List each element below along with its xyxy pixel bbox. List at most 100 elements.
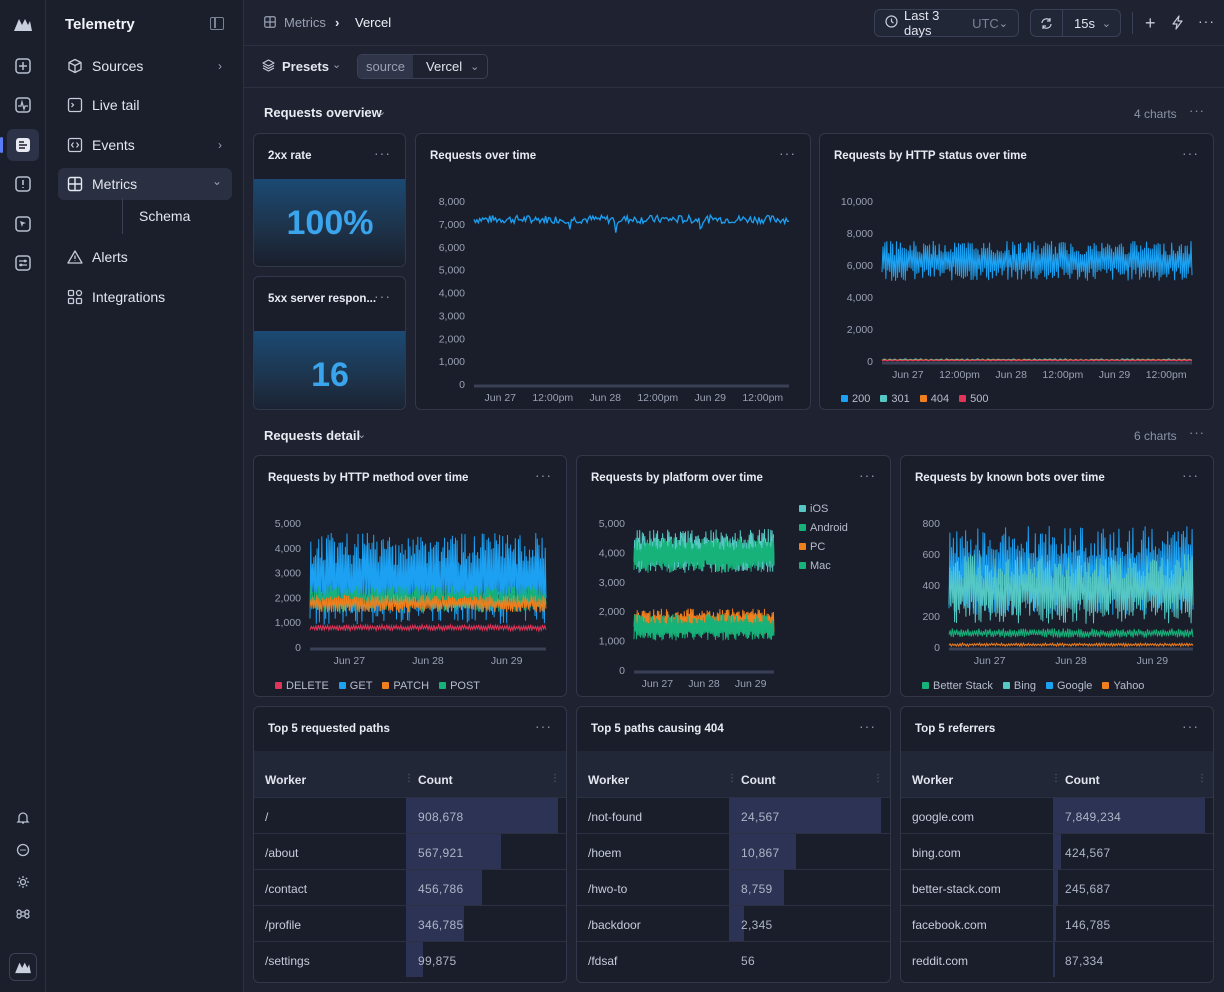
column-header[interactable]: Count	[741, 773, 776, 787]
nav-item-metrics[interactable]: Metrics ⌄	[58, 168, 232, 200]
y-tick-label: 5,000	[439, 265, 465, 277]
nav-item-events[interactable]: Events ›	[58, 129, 232, 161]
column-header[interactable]: Worker	[912, 773, 954, 787]
more-icon[interactable]: ···	[374, 288, 391, 304]
plus-icon[interactable]: +	[1145, 13, 1156, 33]
incident-icon[interactable]	[11, 172, 35, 196]
table-row[interactable]: /backdoor 2,345	[577, 905, 890, 941]
logo-icon[interactable]	[11, 12, 35, 36]
legend-item[interactable]: Yahoo	[1102, 680, 1144, 692]
activity-icon[interactable]	[11, 93, 35, 117]
more-icon[interactable]: ···	[1182, 145, 1199, 161]
table-row[interactable]: bing.com 424,567	[901, 833, 1213, 869]
legend-item[interactable]: PATCH	[382, 680, 429, 692]
more-icon[interactable]: ···	[1198, 13, 1215, 29]
workspace-avatar[interactable]	[9, 953, 37, 981]
row-path: /about	[265, 846, 299, 860]
legend-swatch	[799, 505, 806, 512]
sliders-icon[interactable]	[11, 251, 35, 275]
chevron-down-icon[interactable]: ⌄	[357, 429, 367, 441]
column-resize-handle[interactable]: ⋮	[1051, 773, 1061, 784]
legend-item[interactable]: Google	[1045, 680, 1092, 692]
nav-item-integrations[interactable]: Integrations	[58, 281, 232, 313]
legend-item[interactable]: PC	[799, 541, 848, 553]
more-icon[interactable]: ···	[859, 718, 876, 734]
nav-item-alerts[interactable]: Alerts	[58, 241, 232, 273]
lightning-icon[interactable]	[1172, 15, 1184, 33]
table-row[interactable]: /fdsaf 56	[577, 941, 890, 977]
legend-item[interactable]: POST	[439, 680, 480, 692]
legend-item[interactable]: DELETE	[275, 680, 329, 692]
table-row[interactable]: /hoem 10,867	[577, 833, 890, 869]
telemetry-icon[interactable]	[0, 129, 39, 161]
count-bar	[1053, 942, 1055, 977]
column-resize-handle[interactable]: ⋮	[1197, 773, 1207, 784]
time-range-select[interactable]: Last 3 days UTC ⌄	[874, 8, 1019, 38]
column-header[interactable]: Worker	[265, 773, 307, 787]
table-row[interactable]: / 908,678	[254, 797, 566, 833]
column-resize-handle[interactable]: ⋮	[404, 773, 414, 784]
nav-item-schema[interactable]: Schema	[139, 208, 191, 224]
column-header[interactable]: Count	[1065, 773, 1100, 787]
command-icon[interactable]	[11, 902, 35, 926]
table-row[interactable]: better-stack.com 245,687	[901, 869, 1213, 905]
column-resize-handle[interactable]: ⋮	[873, 773, 883, 784]
more-icon[interactable]: ···	[1182, 718, 1199, 734]
cursor-icon[interactable]	[11, 212, 35, 236]
table-row[interactable]: /contact 456,786	[254, 869, 566, 905]
refresh-icon[interactable]	[1031, 10, 1063, 36]
table-row[interactable]: /not-found 24,567	[577, 797, 890, 833]
breadcrumb-root[interactable]: Metrics	[284, 15, 326, 30]
legend-item[interactable]: 404	[919, 393, 949, 405]
column-header[interactable]: Worker	[588, 773, 630, 787]
chart-platform: 5,000 4,000 3,000 2,000 1,000 0 Jun 27 Jun 28 Ju…	[599, 518, 775, 690]
table-row[interactable]: google.com 7,849,234	[901, 797, 1213, 833]
sun-icon[interactable]	[11, 870, 35, 894]
more-icon[interactable]: ···	[535, 718, 552, 734]
more-icon[interactable]: ···	[779, 145, 796, 161]
chart-legend: 200 301 404 500	[841, 393, 988, 405]
more-icon[interactable]: ···	[859, 467, 876, 483]
table-row[interactable]: /hwo-to 8,759	[577, 869, 890, 905]
table-row[interactable]: facebook.com 146,785	[901, 905, 1213, 941]
legend-item[interactable]: GET	[338, 680, 372, 692]
more-icon[interactable]: ···	[1189, 425, 1205, 440]
collapse-sidebar-icon[interactable]	[210, 17, 224, 30]
card-title: Top 5 requested paths	[268, 723, 390, 735]
y-tick-label: 5,000	[599, 518, 625, 530]
legend-item[interactable]: iOS	[799, 503, 848, 515]
legend-item[interactable]: Bing	[1002, 680, 1036, 692]
chevron-down-icon[interactable]: ⌄	[377, 106, 387, 118]
y-tick-label: 3,000	[275, 568, 301, 580]
legend-item[interactable]: 301	[880, 393, 910, 405]
bell-icon[interactable]	[11, 806, 35, 830]
more-icon[interactable]: ···	[1182, 467, 1199, 483]
table-row[interactable]: reddit.com 87,334	[901, 941, 1213, 977]
nav-item-live-tail[interactable]: Live tail	[58, 89, 232, 121]
more-icon[interactable]: ···	[374, 145, 391, 161]
table-row[interactable]: /profile 346,785	[254, 905, 566, 941]
series-line-bing	[948, 554, 1194, 624]
column-resize-handle[interactable]: ⋮	[550, 773, 560, 784]
table-row[interactable]: /about 567,921	[254, 833, 566, 869]
section-title-overview[interactable]: Requests overview	[264, 105, 382, 120]
legend-item[interactable]: Better Stack	[922, 680, 993, 692]
legend-item[interactable]: 500	[959, 393, 988, 405]
chat-icon[interactable]	[11, 838, 35, 862]
refresh-interval[interactable]: 15s	[1074, 15, 1095, 31]
more-icon[interactable]: ···	[535, 467, 552, 483]
legend-item[interactable]: Mac	[799, 560, 848, 572]
column-resize-handle[interactable]: ⋮	[727, 773, 737, 784]
column-header[interactable]: Count	[418, 773, 453, 787]
section-title-detail[interactable]: Requests detail	[264, 428, 361, 443]
source-filter[interactable]: source Vercel ⌄	[357, 54, 489, 79]
plus-square-icon[interactable]	[11, 54, 35, 78]
y-tick-label: 3,000	[599, 577, 625, 589]
legend-item[interactable]: Android	[799, 522, 848, 534]
legend-item[interactable]: 200	[841, 393, 870, 405]
presets-button[interactable]: Presets	[282, 59, 329, 74]
more-icon[interactable]: ···	[1189, 103, 1205, 118]
nav-item-sources[interactable]: Sources ›	[58, 50, 232, 82]
chevron-down-icon: ⌄	[998, 17, 1008, 30]
table-row[interactable]: /settings 99,875	[254, 941, 566, 977]
